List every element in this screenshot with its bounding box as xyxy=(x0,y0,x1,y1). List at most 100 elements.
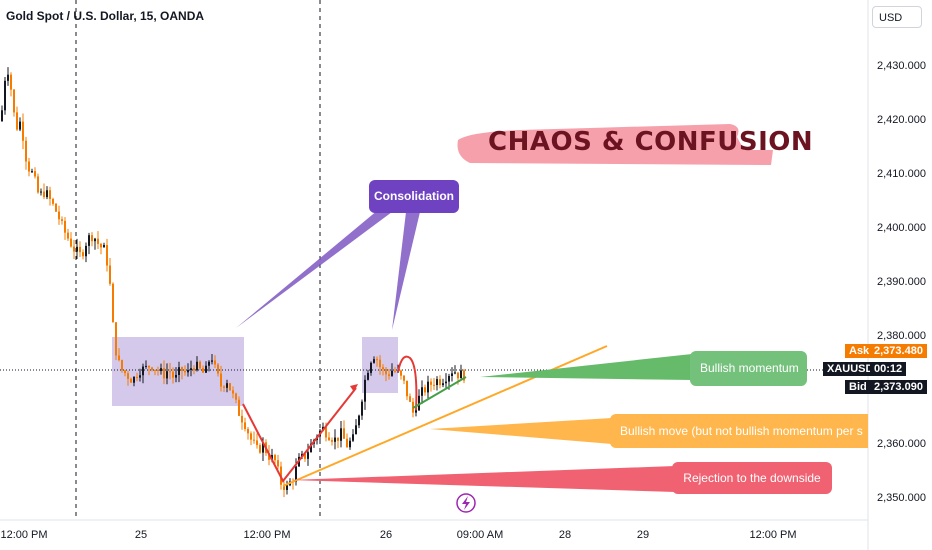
candle-body xyxy=(127,373,129,379)
candle xyxy=(28,157,30,177)
momentum-line xyxy=(412,376,467,409)
candle-body xyxy=(43,191,45,198)
candle-body xyxy=(208,361,210,366)
candle-body xyxy=(415,410,417,413)
candle-body xyxy=(205,365,207,373)
candle xyxy=(250,431,252,446)
candle xyxy=(361,399,363,420)
candle xyxy=(88,232,90,255)
consolidation-callout[interactable]: Consolidation xyxy=(369,180,459,213)
candle-body xyxy=(250,433,252,440)
candle-body xyxy=(52,198,54,204)
candle-body xyxy=(400,370,402,376)
candle-body xyxy=(334,437,336,442)
candle xyxy=(187,363,189,377)
candle xyxy=(283,481,285,498)
candle-body xyxy=(100,243,102,248)
candle-body xyxy=(94,238,96,242)
candle xyxy=(37,173,39,194)
candle-body xyxy=(406,380,408,397)
candle-body xyxy=(160,368,162,372)
candle-body xyxy=(1,110,3,121)
candle xyxy=(40,188,42,196)
candle-body xyxy=(364,379,366,402)
candle-body xyxy=(373,359,375,363)
candle-body xyxy=(181,367,183,372)
candle-body xyxy=(124,370,126,374)
candle-body xyxy=(49,190,51,199)
candle xyxy=(73,239,75,259)
candle-body xyxy=(268,453,270,460)
candle xyxy=(376,356,378,367)
candle-body xyxy=(73,246,75,252)
candle xyxy=(340,420,342,448)
candle-body xyxy=(256,440,258,446)
impulse-arrowhead xyxy=(350,384,358,392)
candle xyxy=(439,375,441,389)
candle-body xyxy=(337,437,339,441)
candle xyxy=(382,364,384,376)
price-tick: 2,380.000 xyxy=(877,330,926,342)
candle xyxy=(178,361,180,383)
candle xyxy=(346,433,348,448)
candle xyxy=(10,72,12,97)
red-arc xyxy=(397,355,418,411)
candle xyxy=(67,228,69,241)
lightning-icon xyxy=(456,493,476,513)
candle xyxy=(91,232,93,247)
candle xyxy=(100,242,102,255)
candle xyxy=(355,419,357,435)
candle xyxy=(433,377,435,390)
candle xyxy=(34,167,36,179)
candle xyxy=(418,389,420,411)
candle xyxy=(409,393,411,403)
bullish-move-callout[interactable]: Bullish move (but not bullish momentum p… xyxy=(610,414,868,448)
candle xyxy=(181,366,183,380)
candle-body xyxy=(247,428,249,434)
candle-body xyxy=(226,383,228,388)
candle-body xyxy=(121,360,123,371)
bullish-momentum-callout[interactable]: Bullish momentum xyxy=(690,351,807,386)
chaos-confusion-text[interactable]: CHAOS & CONFUSION xyxy=(488,127,814,157)
candle xyxy=(118,348,120,362)
candle xyxy=(454,365,456,375)
candle xyxy=(463,368,465,384)
candle xyxy=(166,363,168,385)
candle xyxy=(244,417,246,432)
candle-body xyxy=(40,191,42,193)
candle-body xyxy=(58,211,60,220)
candle xyxy=(385,366,387,382)
candle-body xyxy=(385,369,387,375)
candle-body xyxy=(136,376,138,378)
candle-body xyxy=(97,238,99,244)
candle-body xyxy=(148,365,150,368)
candle xyxy=(97,231,99,249)
candle-body xyxy=(169,371,171,373)
candle-body xyxy=(34,171,36,177)
candle xyxy=(304,453,306,462)
candle-body xyxy=(340,428,342,441)
candle-body xyxy=(424,387,426,393)
time-tick: 12:00 PM xyxy=(749,529,797,541)
time-tick: 25 xyxy=(134,529,148,541)
candle-body xyxy=(37,176,39,193)
candle-body xyxy=(394,370,396,372)
candle xyxy=(115,322,117,361)
candle xyxy=(424,384,426,396)
candle-body xyxy=(46,190,48,198)
candle xyxy=(52,197,54,206)
candle xyxy=(58,205,60,225)
candle xyxy=(367,369,369,381)
rejection-callout[interactable]: Rejection to the downside xyxy=(672,462,832,494)
candle-body xyxy=(457,372,459,379)
price-tick: 2,360.000 xyxy=(877,438,926,450)
currency-button[interactable]: USD xyxy=(872,6,922,28)
candle-body xyxy=(229,383,231,391)
candle xyxy=(391,363,393,377)
candle xyxy=(328,432,330,441)
candles-layer xyxy=(1,67,465,498)
candle xyxy=(64,217,66,240)
candle-body xyxy=(262,442,264,453)
candle xyxy=(76,238,78,259)
